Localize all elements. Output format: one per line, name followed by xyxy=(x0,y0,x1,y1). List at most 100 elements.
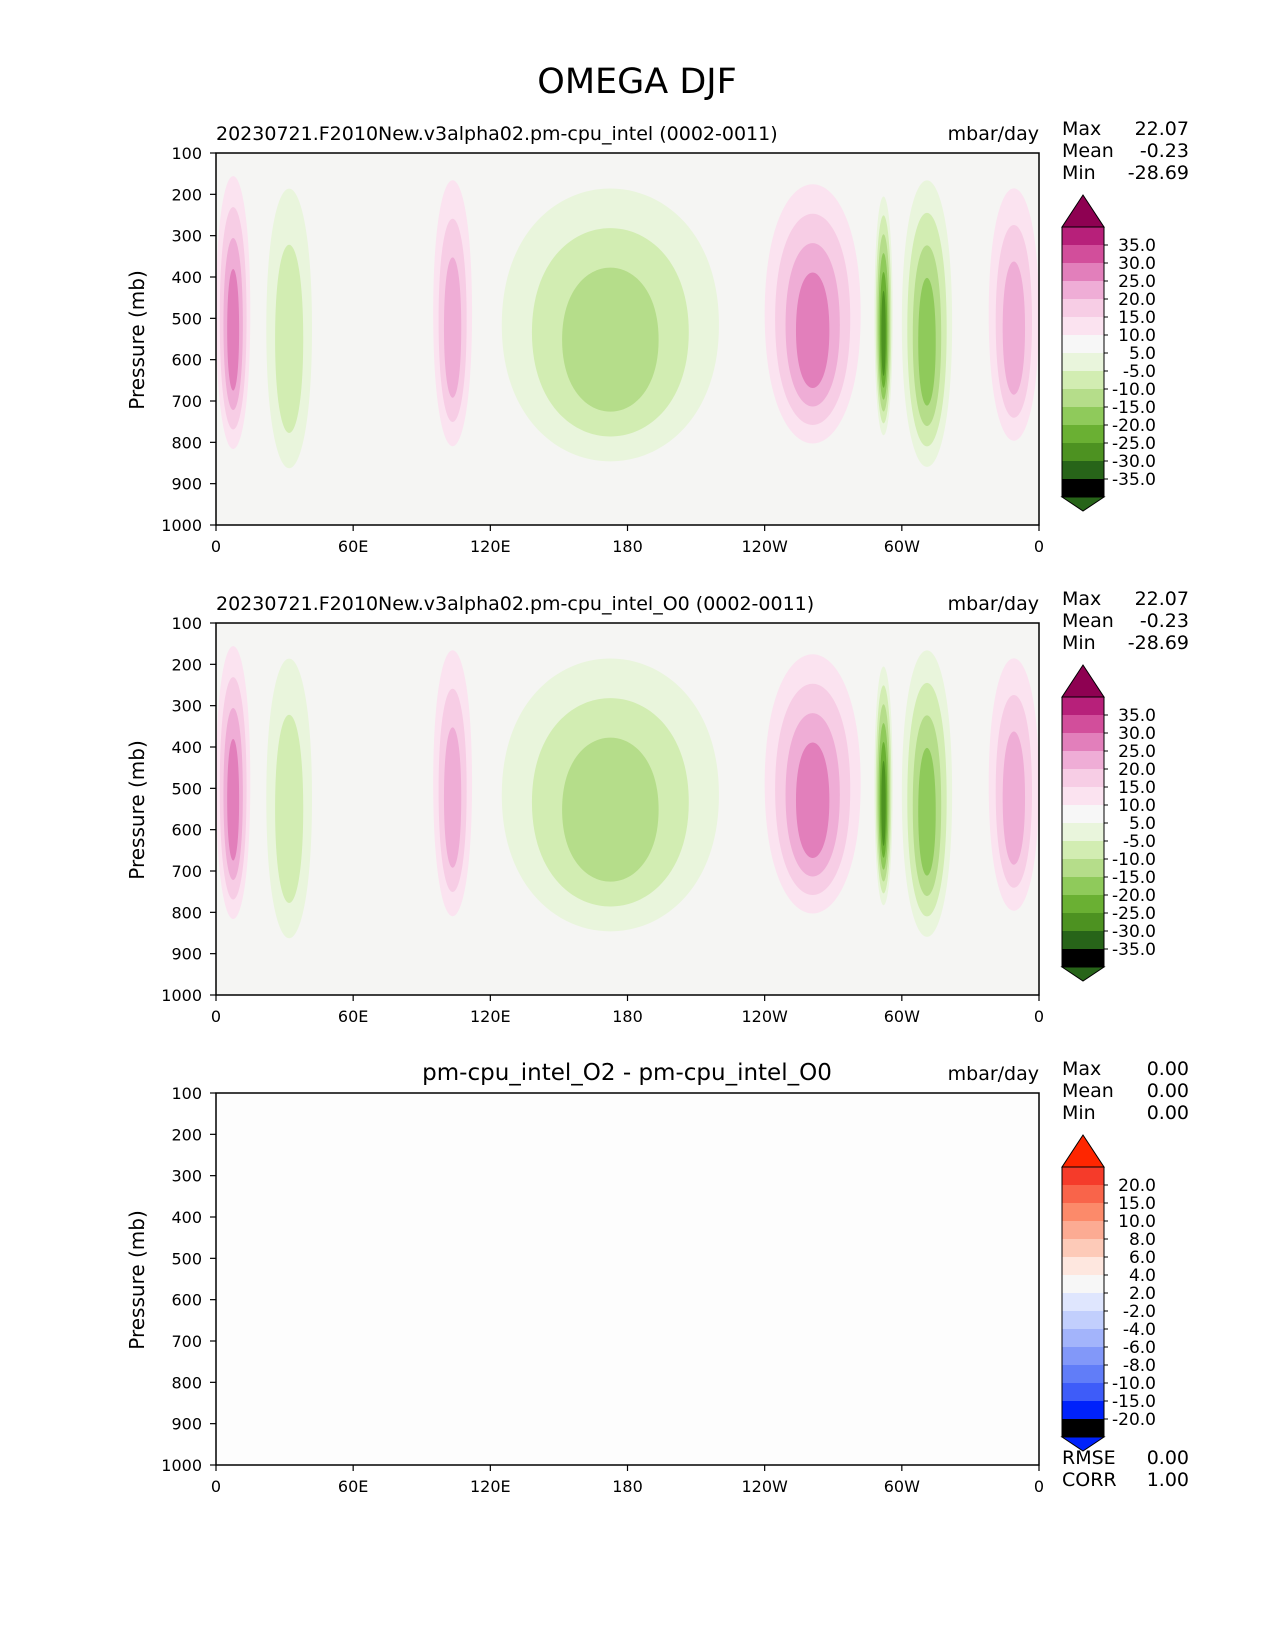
y-tick-label: 100 xyxy=(171,614,202,633)
contour-region-negative xyxy=(881,760,886,846)
y-tick-label: 1000 xyxy=(161,1456,202,1475)
colorbar-bottom-extend xyxy=(1060,966,1106,982)
figure-title: OMEGA DJF xyxy=(537,62,736,102)
colorbar-label: 15.0 xyxy=(1118,778,1156,798)
y-tick-label: 400 xyxy=(171,268,202,287)
colorbar-segment xyxy=(1062,877,1104,896)
colorbar-segment xyxy=(1062,1401,1104,1420)
y-tick-label: 600 xyxy=(171,821,202,840)
colorbar-label: -15.0 xyxy=(1112,868,1156,888)
x-tick-label: 60E xyxy=(338,1007,368,1026)
panel-1-colorbar: 35.030.025.020.015.010.05.0-5.0-10.0-15.… xyxy=(1060,194,1156,512)
panel-2-ylabel: Pressure (mb) xyxy=(125,740,149,880)
stat-value: 0.00 xyxy=(1147,1058,1189,1080)
colorbar-label: -8.0 xyxy=(1123,1356,1156,1376)
colorbar-segment xyxy=(1062,769,1104,788)
colorbar-segment xyxy=(1062,805,1104,824)
colorbar-label: -20.0 xyxy=(1112,1410,1156,1430)
panel-2-title: 20230721.F2010New.v3alpha02.pm-cpu_intel… xyxy=(216,593,814,615)
colorbar-label: 30.0 xyxy=(1118,724,1156,744)
colorbar-segment xyxy=(1062,1257,1104,1276)
colorbar-frame xyxy=(1061,1166,1105,1438)
colorbar-label: 10.0 xyxy=(1118,1212,1156,1232)
x-tick-label: 180 xyxy=(612,1477,643,1496)
colorbar-segment xyxy=(1062,697,1104,716)
stat-value: 0.00 xyxy=(1147,1102,1189,1124)
x-tick-label: 60E xyxy=(338,537,368,556)
colorbar-segment xyxy=(1062,389,1104,408)
stat-label: Max xyxy=(1062,1058,1101,1080)
colorbar-segment xyxy=(1062,281,1104,300)
colorbar-segment xyxy=(1062,1185,1104,1204)
y-tick-label: 700 xyxy=(171,392,202,411)
colorbar-segment xyxy=(1062,715,1104,734)
colorbar-frame xyxy=(1061,696,1105,968)
colorbar-segment xyxy=(1062,1293,1104,1312)
contour-region-positive xyxy=(795,272,830,389)
stat-label: Mean xyxy=(1062,1080,1114,1102)
colorbar-label: 20.0 xyxy=(1118,760,1156,780)
colorbar-label: -20.0 xyxy=(1112,886,1156,906)
colorbar-label: -30.0 xyxy=(1112,922,1156,942)
colorbar-label: 10.0 xyxy=(1118,796,1156,816)
contour-region-positive xyxy=(795,742,830,859)
stat-value: -0.23 xyxy=(1140,140,1189,162)
colorbar-label: 5.0 xyxy=(1129,814,1156,834)
colorbar-label: -25.0 xyxy=(1112,434,1156,454)
x-tick-label: 60W xyxy=(884,1477,920,1496)
colorbar-frame xyxy=(1061,226,1105,498)
panel-2-plot-area: 0 60E 120E 180 120W 60W 0 100 200 300 400 500 600 700… xyxy=(161,614,1044,1026)
contour-fields xyxy=(216,176,1039,469)
x-tick-label: 60W xyxy=(884,1007,920,1026)
y-tick-label: 900 xyxy=(171,475,202,494)
colorbar-label: 5.0 xyxy=(1129,344,1156,364)
x-tick-label: 0 xyxy=(211,1477,221,1496)
y-tick-label: 800 xyxy=(171,903,202,922)
colorbar-label: -30.0 xyxy=(1112,452,1156,472)
colorbar-segment xyxy=(1062,823,1104,842)
stat-label: Min xyxy=(1062,162,1096,184)
colorbar-label: -35.0 xyxy=(1112,940,1156,960)
colorbar-label: 4.0 xyxy=(1129,1266,1156,1286)
panel-1-title: 20230721.F2010New.v3alpha02.pm-cpu_intel… xyxy=(216,123,778,145)
contour-fields xyxy=(216,646,1039,939)
contour-region-positive xyxy=(227,269,240,391)
panel-2-colorbar: 35.030.025.020.015.010.05.0-5.0-10.0-15.… xyxy=(1060,664,1156,982)
colorbar-segment xyxy=(1062,317,1104,336)
colorbar-label: 35.0 xyxy=(1118,236,1156,256)
panel-3-plot-area: 0 60E 120E 180 120W 60W 0 100 200 300 400 500 600 700… xyxy=(161,1084,1044,1496)
colorbar-label: 6.0 xyxy=(1129,1248,1156,1268)
y-tick-label: 1000 xyxy=(161,986,202,1005)
colorbar-segment xyxy=(1062,425,1104,444)
panel-3-stats: Max 0.00 Mean 0.00 Min 0.00 xyxy=(1062,1058,1189,1124)
panel-3: 0 60E 120E 180 120W 60W 0 100 200 300 400 500 600 700… xyxy=(125,1058,1189,1496)
panel-2-stats: Max 22.07 Mean -0.23 Min -28.69 xyxy=(1062,588,1189,654)
colorbar-label: -5.0 xyxy=(1123,362,1156,382)
panel-3-colorbar: 20.015.010.08.06.04.02.0-2.0-4.0-6.0-8.0… xyxy=(1060,1134,1156,1452)
colorbar-label: 25.0 xyxy=(1118,272,1156,292)
x-tick-label: 60W xyxy=(884,537,920,556)
x-tick-label: 120W xyxy=(741,1007,788,1026)
colorbar-label: -20.0 xyxy=(1112,416,1156,436)
x-tick-label: 120E xyxy=(470,537,511,556)
colorbar-segment xyxy=(1062,1275,1104,1294)
colorbar-label: 25.0 xyxy=(1118,742,1156,762)
colorbar-segment xyxy=(1062,371,1104,390)
y-tick-label: 200 xyxy=(171,185,202,204)
y-tick-label: 500 xyxy=(171,309,202,328)
panel-3-title: pm-cpu_intel_O2 - pm-cpu_intel_O0 xyxy=(422,1060,832,1086)
contour-region-negative xyxy=(275,244,304,433)
colorbar-segment xyxy=(1062,1221,1104,1240)
x-tick-label: 120W xyxy=(741,1477,788,1496)
contour-region-positive xyxy=(227,739,240,861)
colorbar-segment xyxy=(1062,787,1104,806)
colorbar-label: -10.0 xyxy=(1112,380,1156,400)
colorbar-segment xyxy=(1062,443,1104,462)
colorbar-label: -5.0 xyxy=(1123,832,1156,852)
panel-1-units: mbar/day xyxy=(948,123,1039,145)
y-tick-label: 500 xyxy=(171,779,202,798)
colorbar-label: -2.0 xyxy=(1123,1302,1156,1322)
stat-value: 0.00 xyxy=(1147,1080,1189,1102)
colorbar-segment xyxy=(1062,1311,1104,1330)
